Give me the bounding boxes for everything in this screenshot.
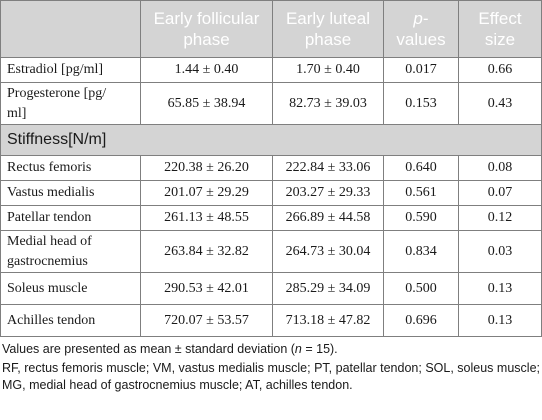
cell-effect-size: 0.03 [458,230,542,273]
header-empty [0,0,141,58]
cell-follicular: 65.85 ± 38.94 [140,82,273,125]
row-label-soleus: Soleus muscle [0,272,141,305]
table-row: Soleus muscle 290.53 ± 42.01 285.29 ± 34… [0,272,542,305]
section-row-stiffness: Stiffness[N/m] [0,124,542,156]
table-row: Rectus femoris 220.38 ± 26.20 222.84 ± 3… [0,155,542,181]
cell-luteal: 713.18 ± 47.82 [272,304,384,337]
cell-effect-size: 0.07 [458,180,542,206]
table-row: Progesterone [pg/ml] 65.85 ± 38.94 82.73… [0,82,542,125]
row-label-rectus-femoris: Rectus femoris [0,155,141,181]
row-label-medial-gastrocnemius: Medial head of gastrocnemius [0,230,141,273]
cell-follicular: 1.44 ± 0.40 [140,57,273,83]
table-row: Achilles tendon 720.07 ± 53.57 713.18 ± … [0,304,542,337]
cell-follicular: 220.38 ± 26.20 [140,155,273,181]
table-row: Medial head of gastrocnemius 263.84 ± 32.… [0,230,542,273]
cell-follicular: 720.07 ± 53.57 [140,304,273,337]
cell-follicular: 261.13 ± 48.55 [140,205,273,231]
header-p-values: p-values [383,0,459,58]
cell-luteal: 222.84 ± 33.06 [272,155,384,181]
cell-luteal: 266.89 ± 44.58 [272,205,384,231]
cell-effect-size: 0.08 [458,155,542,181]
cell-p-value: 0.561 [383,180,459,206]
footnote-values: Values are presented as mean ± standard … [2,342,338,356]
cell-effect-size: 0.13 [458,304,542,337]
cell-p-value: 0.834 [383,230,459,273]
section-label: Stiffness[N/m] [0,124,542,156]
cell-p-value: 0.017 [383,57,459,83]
table-row: Estradiol [pg/ml] 1.44 ± 0.40 1.70 ± 0.4… [0,57,542,83]
cell-follicular: 263.84 ± 32.82 [140,230,273,273]
cell-luteal: 264.73 ± 30.04 [272,230,384,273]
cell-follicular: 201.07 ± 29.29 [140,180,273,206]
footnote-abbreviations: RF, rectus femoris muscle; VM, vastus me… [2,361,540,392]
row-label-patellar-tendon: Patellar tendon [0,205,141,231]
table-row: Patellar tendon 261.13 ± 48.55 266.89 ± … [0,205,542,231]
cell-p-value: 0.500 [383,272,459,305]
cell-follicular: 290.53 ± 42.01 [140,272,273,305]
header-effect-size: Effect size [458,0,542,58]
header-early-follicular: Early follicular phase [140,0,273,58]
cell-p-value: 0.590 [383,205,459,231]
row-label-vastus-medialis: Vastus medialis [0,180,141,206]
header-early-luteal: Early luteal phase [272,0,384,58]
table-row: Vastus medialis 201.07 ± 29.29 203.27 ± … [0,180,542,206]
row-label-achilles: Achilles tendon [0,304,141,337]
row-label-progesterone: Progesterone [pg/ml] [0,82,141,125]
cell-effect-size: 0.43 [458,82,542,125]
cell-p-value: 0.640 [383,155,459,181]
row-label-estradiol: Estradiol [pg/ml] [0,57,141,83]
cell-luteal: 203.27 ± 29.33 [272,180,384,206]
cell-luteal: 82.73 ± 39.03 [272,82,384,125]
cell-luteal: 285.29 ± 34.09 [272,272,384,305]
header-row: Early follicular phase Early luteal phase … [0,0,542,58]
cell-p-value: 0.696 [383,304,459,337]
data-table-figure: Early follicular phase Early luteal phase … [0,0,542,394]
cell-luteal: 1.70 ± 0.40 [272,57,384,83]
cell-effect-size: 0.12 [458,205,542,231]
cell-p-value: 0.153 [383,82,459,125]
results-table: Early follicular phase Early luteal phase … [0,0,542,337]
table-footnotes: Values are presented as mean ± standard … [0,337,542,394]
cell-effect-size: 0.13 [458,272,542,305]
cell-effect-size: 0.66 [458,57,542,83]
